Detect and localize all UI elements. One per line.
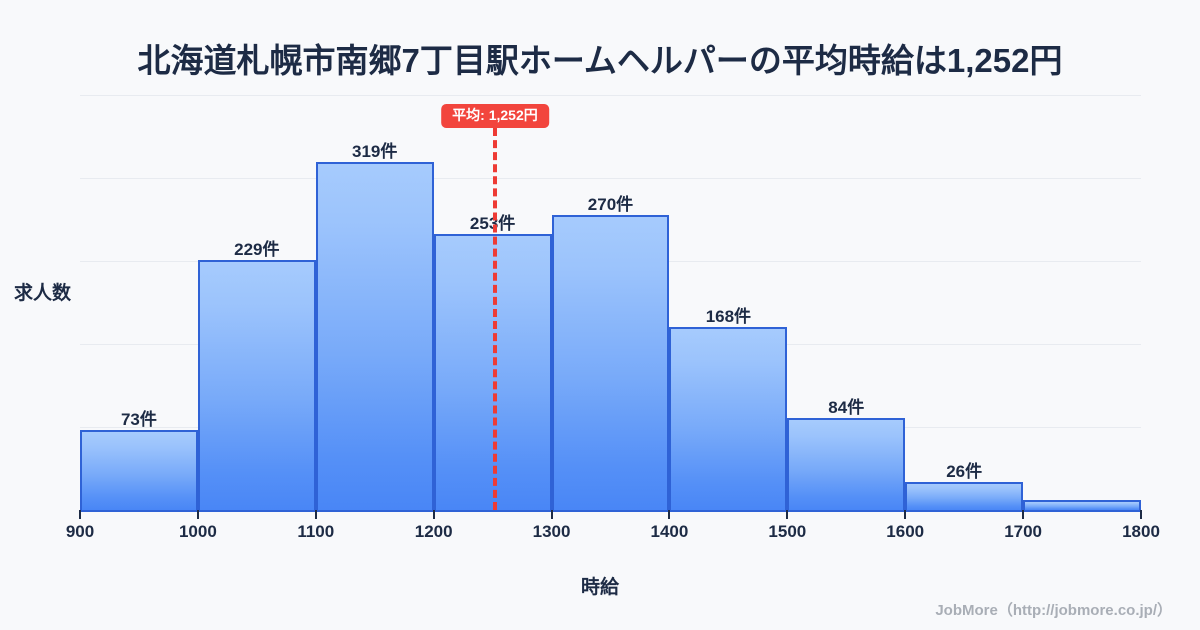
average-badge: 平均: 1,252円 <box>441 104 549 129</box>
x-axis-tick-label: 1600 <box>886 522 925 541</box>
x-axis-tick-mark <box>668 510 671 519</box>
average-line <box>492 128 497 510</box>
gridline <box>80 95 1141 96</box>
y-axis-title: 求人数 <box>14 283 72 304</box>
bar <box>433 233 552 510</box>
bar <box>197 259 316 510</box>
footer-credit: JobMore（http://jobmore.co.jp/） <box>935 602 1172 619</box>
x-axis-tick-label: 1200 <box>414 522 453 541</box>
page-title: 北海道札幌市南郷7丁目駅ホームヘルパーの平均時給は1,252円 <box>137 42 1063 79</box>
bar-value-label: 253件 <box>469 213 516 233</box>
x-axis-tick-mark <box>196 510 199 519</box>
x-axis-tick-mark <box>1022 510 1025 519</box>
x-axis-tick-label: 900 <box>65 522 95 541</box>
x-axis-tick-mark <box>1140 510 1142 519</box>
x-axis-tick-mark <box>550 510 553 519</box>
bar-value-label: 26件 <box>946 461 983 481</box>
x-axis-tick-label: 1100 <box>297 522 335 541</box>
bar <box>551 215 670 510</box>
bar-value-label: 168件 <box>705 306 752 326</box>
bar-value-label: 270件 <box>587 195 634 215</box>
bar-value-label: 229件 <box>234 239 280 259</box>
bar-value-label: 73件 <box>120 410 157 430</box>
bar <box>669 326 788 510</box>
x-axis-tick-label: 1800 <box>1122 522 1160 541</box>
x-axis-tick-mark <box>904 510 907 519</box>
x-axis-title: 時給 <box>580 577 619 598</box>
bar-value-label: 319件 <box>352 141 398 161</box>
x-axis-tick-mark <box>432 510 435 519</box>
x-axis-tick-mark <box>314 510 317 519</box>
bar <box>80 430 198 510</box>
bar <box>1023 500 1141 510</box>
x-axis-tick-label: 1000 <box>178 522 217 541</box>
bar <box>315 161 434 510</box>
x-axis-baseline <box>80 510 1141 512</box>
bar <box>787 418 906 510</box>
x-axis-tick-label: 1700 <box>1004 522 1043 541</box>
x-axis-tick-label: 1300 <box>532 522 571 541</box>
x-axis-tick-label: 1500 <box>768 522 807 541</box>
bar <box>905 481 1024 510</box>
gridline <box>80 178 1141 179</box>
x-axis-tick-label: 1400 <box>650 522 689 541</box>
x-axis-tick-mark <box>79 510 81 519</box>
bar-value-label: 84件 <box>828 398 865 418</box>
x-axis-tick-mark <box>786 510 789 519</box>
